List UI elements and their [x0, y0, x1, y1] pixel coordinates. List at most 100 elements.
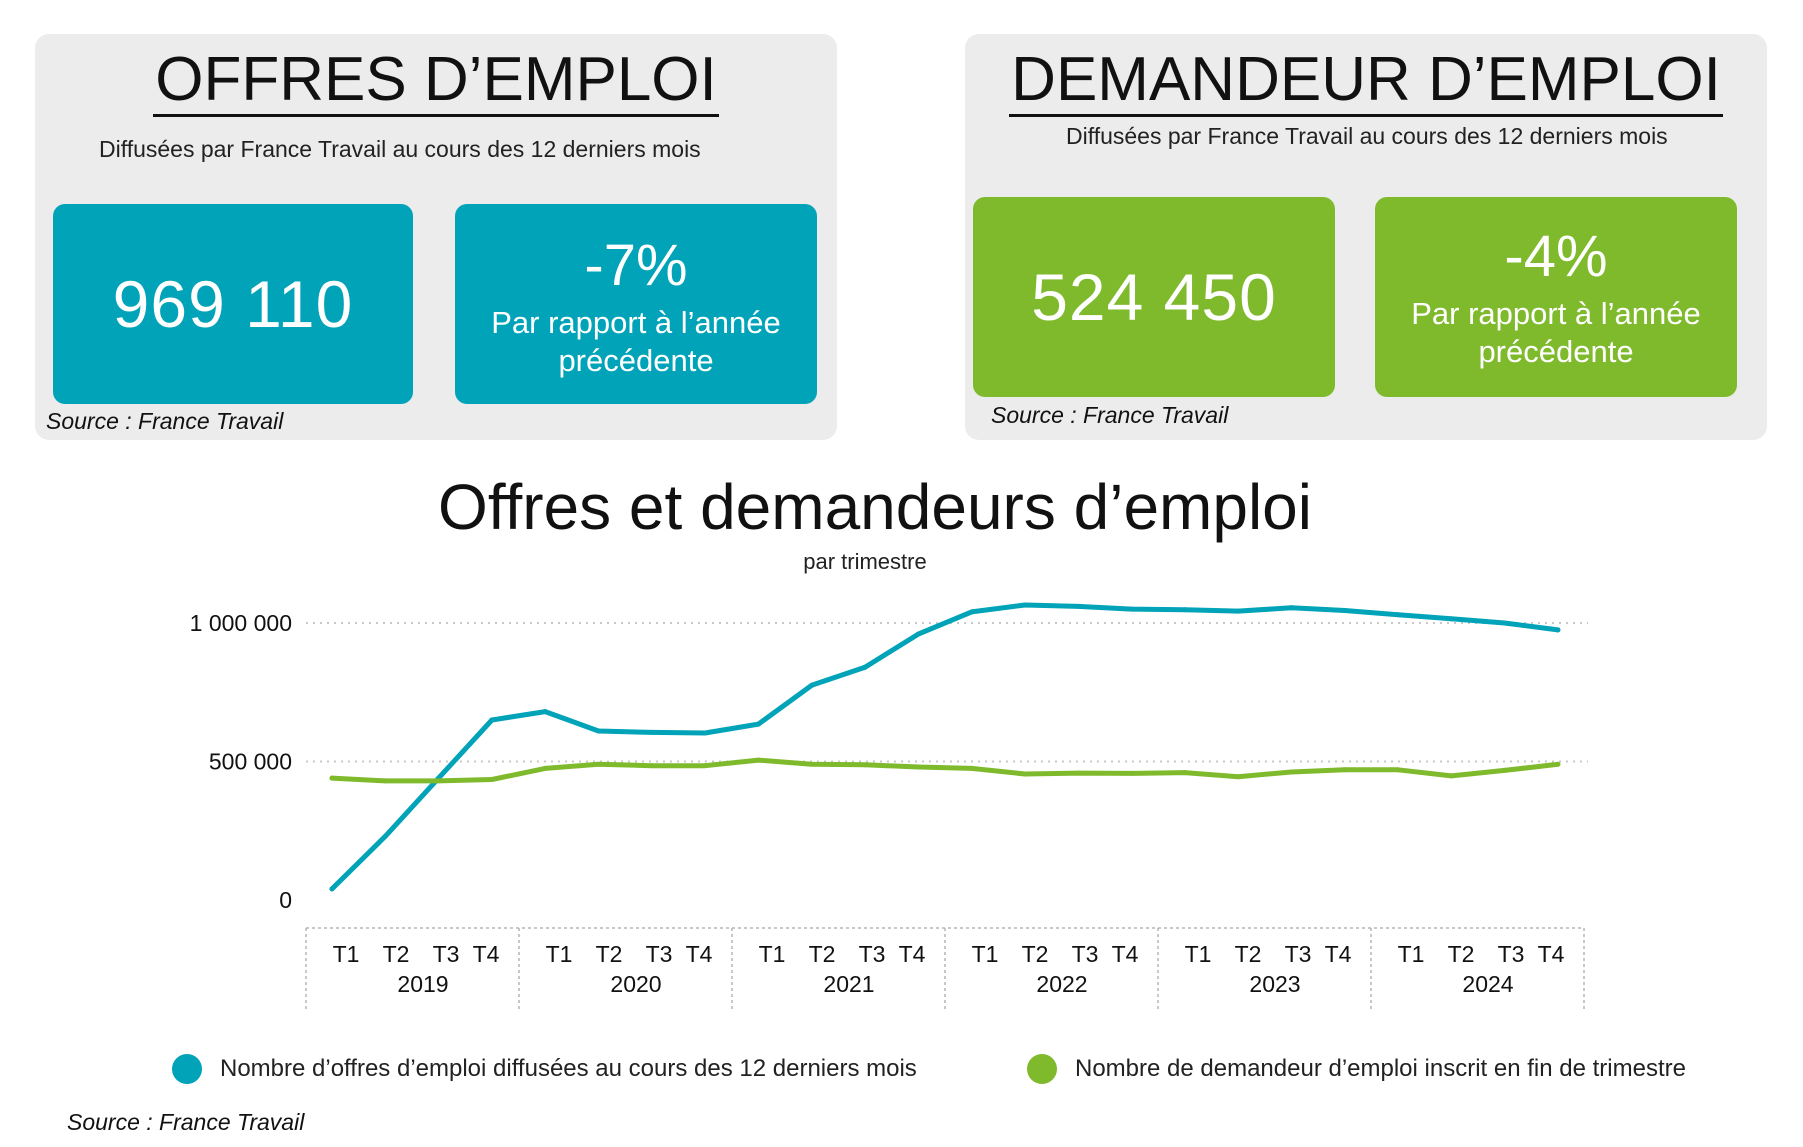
data-point [915, 764, 921, 770]
data-point [1288, 605, 1294, 611]
x-tick-label: T2 [1235, 941, 1262, 967]
offres-change-note: Par rapport à l’année précédente [491, 305, 781, 378]
series-line-demandeurs [329, 757, 1561, 784]
data-point [1075, 603, 1081, 609]
legend-marker-offres [172, 1054, 202, 1084]
data-point [1395, 767, 1401, 773]
data-point [1502, 767, 1508, 773]
y-tick-label: 500 000 [209, 749, 292, 775]
x-year-label: 2019 [397, 971, 448, 997]
data-point [1555, 761, 1561, 767]
data-point [862, 762, 868, 768]
x-tick-label: T4 [686, 941, 713, 967]
data-point [1502, 620, 1508, 626]
offres-subtitle: Diffusées par France Travail au cours de… [99, 136, 701, 162]
data-point [1129, 606, 1134, 612]
data-point [649, 729, 655, 735]
data-point [382, 778, 388, 784]
data-point [436, 778, 442, 784]
data-point [489, 717, 495, 723]
offres-total-value: 969 110 [112, 267, 354, 341]
x-year-label: 2021 [823, 971, 874, 997]
x-tick-label: T2 [809, 941, 836, 967]
data-point [1235, 774, 1241, 780]
x-tick-label: T4 [1325, 941, 1352, 967]
x-tick-label: T2 [1022, 941, 1049, 967]
offres-total-card: 969 110 [53, 204, 413, 404]
offres-title: OFFRES D’EMPLOI [35, 44, 837, 117]
x-year-label: 2020 [610, 971, 661, 997]
chart-source: Source : France Travail [67, 1109, 305, 1135]
demandeurs-change-value: -4% [1504, 224, 1608, 289]
x-tick-label: T2 [383, 941, 410, 967]
offres-source: Source : France Travail [46, 408, 284, 434]
x-tick-label: T2 [596, 941, 623, 967]
data-point [755, 721, 761, 727]
x-tick-label: T3 [1498, 941, 1525, 967]
demandeurs-title: DEMANDEUR D’EMPLOI [965, 44, 1767, 117]
data-point [1235, 608, 1241, 614]
x-tick-label: T4 [899, 941, 926, 967]
demandeurs-source: Source : France Travail [991, 402, 1229, 428]
data-point [1182, 770, 1188, 776]
data-point [1182, 607, 1188, 613]
data-point [809, 682, 815, 688]
data-point [1395, 612, 1401, 618]
x-year-label: 2023 [1249, 971, 1300, 997]
x-tick-label: T1 [1185, 941, 1212, 967]
demandeurs-change-card: -4% Par rapport à l’année précédente [1375, 197, 1737, 397]
x-tick-label: T3 [646, 941, 673, 967]
data-point [702, 763, 708, 769]
series-line-offres [329, 602, 1561, 892]
legend-label-offres: Nombre d’offres d’emploi diffusées au co… [220, 1055, 917, 1082]
data-point [1075, 770, 1081, 776]
data-point [809, 761, 815, 767]
x-tick-label: T4 [1538, 941, 1565, 967]
y-tick-label: 0 [279, 887, 292, 913]
x-tick-label: T1 [759, 941, 786, 967]
data-point [702, 730, 708, 736]
data-point [1129, 770, 1134, 776]
legend-marker-demandeurs [1027, 1054, 1057, 1084]
data-point [1022, 771, 1028, 777]
data-point [1288, 769, 1294, 775]
chart-title: Offres et demandeurs d’emploi [438, 471, 1312, 543]
offres-panel: OFFRES D’EMPLOI Diffusées par France Tra… [35, 34, 837, 440]
x-tick-label: T3 [433, 941, 460, 967]
data-point [755, 757, 761, 763]
data-point [542, 709, 548, 715]
data-point [1342, 767, 1348, 773]
x-tick-label: T1 [333, 941, 360, 967]
x-year-label: 2022 [1036, 971, 1087, 997]
offres-change-value: -7% [584, 233, 688, 298]
demandeurs-panel: DEMANDEUR D’EMPLOI Diffusées par France … [965, 34, 1767, 440]
data-point [596, 728, 601, 734]
data-point [489, 777, 495, 783]
x-tick-label: T1 [972, 941, 999, 967]
x-tick-label: T2 [1448, 941, 1475, 967]
chart-subtitle: par trimestre [803, 549, 927, 574]
data-point [969, 765, 975, 771]
data-point [915, 631, 921, 637]
demandeurs-subtitle: Diffusées par France Travail au cours de… [1066, 123, 1668, 149]
x-tick-label: T3 [1072, 941, 1099, 967]
data-point [649, 763, 655, 769]
y-tick-label: 1 000 000 [190, 610, 292, 636]
x-tick-label: T1 [1398, 941, 1425, 967]
offres-change-card: -7% Par rapport à l’année précédente [455, 204, 817, 404]
x-year-label: 2024 [1462, 971, 1513, 997]
demandeurs-change-note: Par rapport à l’année précédente [1411, 296, 1701, 369]
x-tick-label: T3 [1285, 941, 1312, 967]
x-tick-label: T4 [473, 941, 500, 967]
data-point [329, 775, 335, 781]
demandeurs-total-value: 524 450 [1031, 260, 1277, 334]
data-point [382, 833, 388, 839]
x-tick-label: T4 [1112, 941, 1139, 967]
data-point [1342, 608, 1348, 614]
demandeurs-total-card: 524 450 [973, 197, 1335, 397]
legend-label-demandeurs: Nombre de demandeur d’emploi inscrit en … [1075, 1055, 1686, 1082]
data-point [596, 761, 601, 767]
x-tick-label: T1 [546, 941, 573, 967]
data-point [1022, 602, 1028, 608]
data-point [1448, 773, 1454, 779]
